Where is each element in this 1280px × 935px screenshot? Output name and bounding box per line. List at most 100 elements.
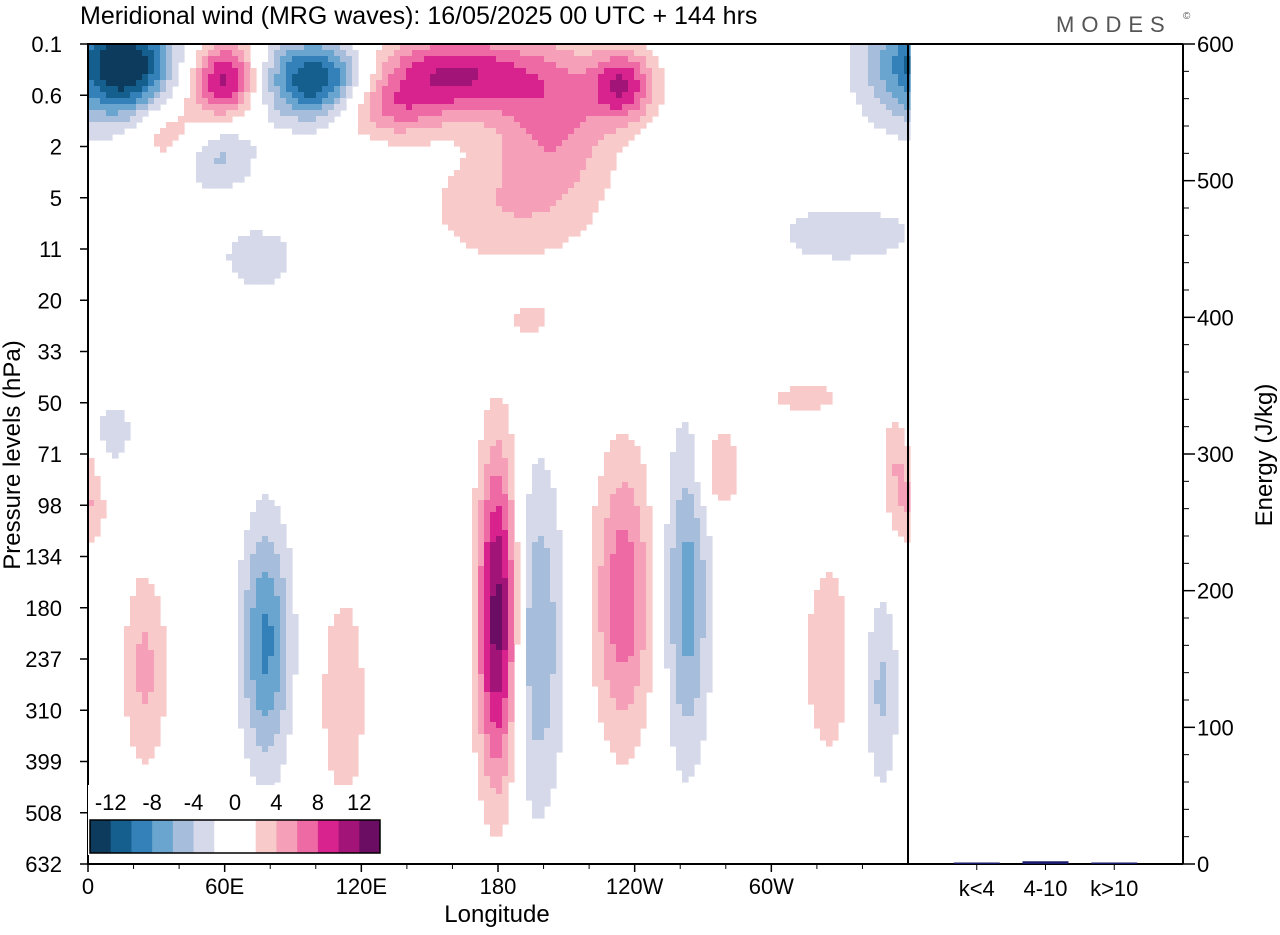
heatmap-cell xyxy=(544,602,551,609)
heatmap-cell xyxy=(328,704,335,711)
heatmap-cell xyxy=(592,530,599,537)
heatmap-cell xyxy=(220,74,227,81)
heatmap-cell xyxy=(484,578,491,585)
heatmap-cell xyxy=(316,86,323,93)
heatmap-cell xyxy=(286,590,293,597)
heatmap-cell xyxy=(604,596,611,603)
heatmap-cell xyxy=(616,512,623,519)
heatmap-cell xyxy=(280,638,287,645)
heatmap-cell xyxy=(496,506,503,513)
heatmap-cell xyxy=(628,86,635,93)
heatmap-cell xyxy=(550,194,557,201)
heatmap-cell xyxy=(580,194,587,201)
heatmap-cell xyxy=(466,68,473,75)
heatmap-cell xyxy=(472,206,479,213)
heatmap-cell xyxy=(646,74,653,81)
heatmap-cell xyxy=(244,50,251,57)
heatmap-cell xyxy=(544,782,551,789)
heatmap-cell xyxy=(664,560,671,567)
heatmap-cell xyxy=(238,644,245,651)
heatmap-cell xyxy=(544,686,551,693)
heatmap-cell xyxy=(538,194,545,201)
heatmap-cell xyxy=(508,488,515,495)
heatmap-cell xyxy=(244,98,251,105)
heatmap-cell xyxy=(898,488,905,495)
heatmap-cell xyxy=(874,728,881,735)
heatmap-cell xyxy=(490,542,497,549)
heatmap-cell xyxy=(616,488,623,495)
heatmap-cell xyxy=(634,620,641,627)
heatmap-cell xyxy=(892,110,899,117)
heatmap-cell xyxy=(598,716,605,723)
heatmap-cell xyxy=(880,728,887,735)
heatmap-cell xyxy=(844,236,851,243)
heatmap-cell xyxy=(286,110,293,117)
heatmap-cell xyxy=(262,236,269,243)
heatmap-cell xyxy=(592,554,599,561)
heatmap-cell xyxy=(898,134,905,141)
heatmap-cell xyxy=(100,500,107,507)
heatmap-cell xyxy=(814,218,821,225)
heatmap-cell xyxy=(646,68,653,75)
heatmap-cell xyxy=(820,710,827,717)
heatmap-cell xyxy=(538,752,545,759)
heatmap-cell xyxy=(532,56,539,63)
heatmap-cell xyxy=(352,752,359,759)
heatmap-cell xyxy=(424,80,431,87)
heatmap-cell xyxy=(508,734,515,741)
heatmap-cell xyxy=(478,494,485,501)
heatmap-cell xyxy=(490,224,497,231)
heatmap-cell xyxy=(688,602,695,609)
heatmap-cell xyxy=(334,74,341,81)
heatmap-cell xyxy=(160,134,167,141)
heatmap-cell xyxy=(634,716,641,723)
heatmap-cell xyxy=(592,608,599,615)
heatmap-cell xyxy=(352,716,359,723)
heatmap-cell xyxy=(256,230,263,237)
heatmap-cell xyxy=(604,530,611,537)
heatmap-cell xyxy=(808,662,815,669)
heatmap-cell xyxy=(526,626,533,633)
heatmap-cell xyxy=(136,626,143,633)
heatmap-cell xyxy=(838,614,845,621)
heatmap-cell xyxy=(532,776,539,783)
heatmap-cell xyxy=(532,626,539,633)
heatmap-cell xyxy=(118,104,125,111)
heatmap-cell xyxy=(484,440,491,447)
heatmap-cell xyxy=(880,608,887,615)
heatmap-cell xyxy=(610,476,617,483)
heatmap-cell xyxy=(556,692,563,699)
heatmap-cell xyxy=(640,710,647,717)
heatmap-cell xyxy=(508,740,515,747)
heatmap-cell xyxy=(526,782,533,789)
heatmap-cell xyxy=(94,482,101,489)
heatmap-cell xyxy=(448,194,455,201)
heatmap-cell xyxy=(688,608,695,615)
heatmap-cell xyxy=(226,110,233,117)
heatmap-cell xyxy=(592,506,599,513)
heatmap-cell xyxy=(562,170,569,177)
heatmap-cell xyxy=(544,674,551,681)
heatmap-cell xyxy=(490,242,497,249)
heatmap-cell xyxy=(124,86,131,93)
heatmap-cell xyxy=(514,146,521,153)
heatmap-cell xyxy=(886,722,893,729)
heatmap-cell xyxy=(556,674,563,681)
heatmap-cell xyxy=(160,692,167,699)
heatmap-cell xyxy=(580,122,587,129)
heatmap-cell xyxy=(496,398,503,405)
heatmap-cell xyxy=(406,92,413,99)
heatmap-cell xyxy=(610,164,617,171)
heatmap-cell xyxy=(334,86,341,93)
heatmap-cell xyxy=(604,128,611,135)
heatmap-cell xyxy=(508,554,515,561)
heatmap-cell xyxy=(484,716,491,723)
heatmap-cell xyxy=(562,62,569,69)
heatmap-cell xyxy=(346,632,353,639)
heatmap-cell xyxy=(406,116,413,123)
heatmap-cell xyxy=(526,596,533,603)
heatmap-cell xyxy=(148,728,155,735)
heatmap-cell xyxy=(508,620,515,627)
heatmap-cell xyxy=(490,830,497,837)
heatmap-cell xyxy=(874,668,881,675)
